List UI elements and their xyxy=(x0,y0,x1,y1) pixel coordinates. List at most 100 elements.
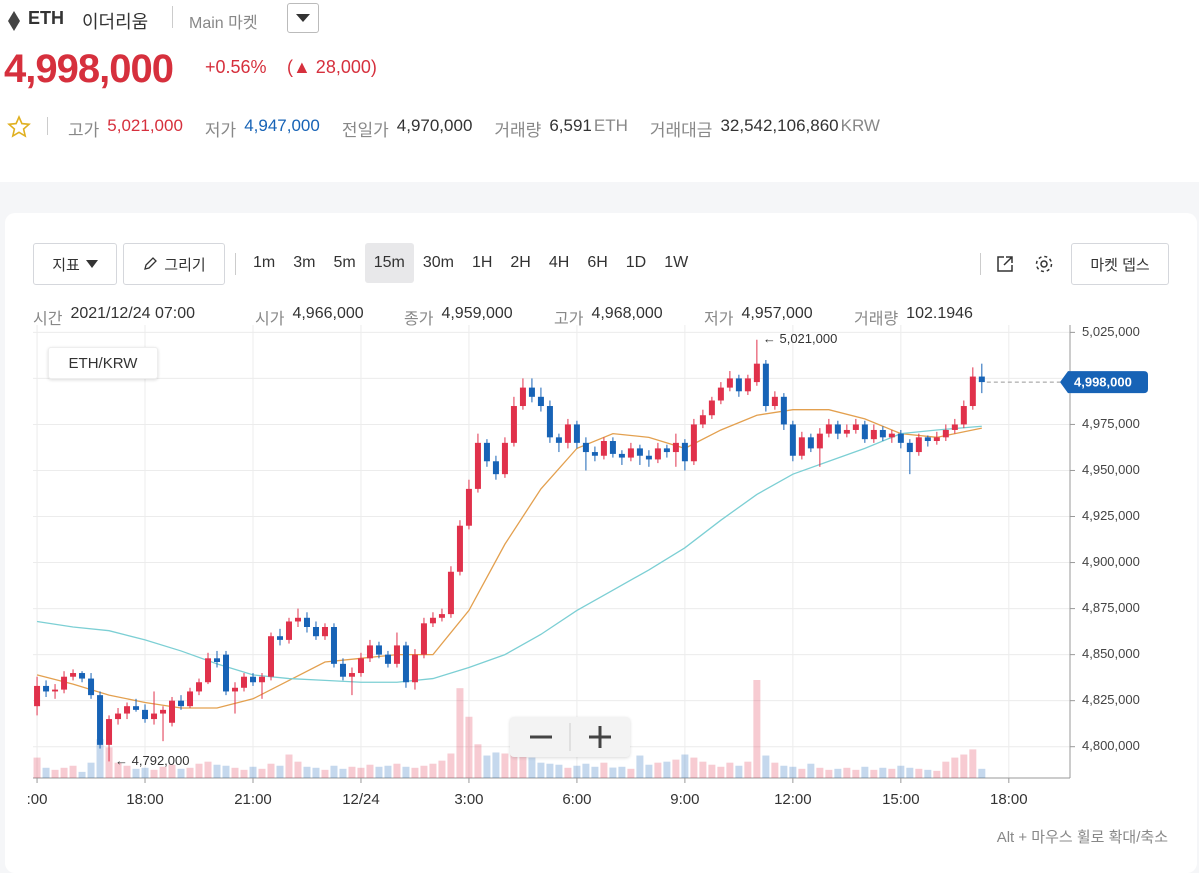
volume-bar xyxy=(969,749,977,778)
change-rate: +0.56% xyxy=(205,57,267,77)
zoom-in[interactable] xyxy=(589,726,611,748)
volume-bar xyxy=(213,764,221,778)
info-item: 시간 2021/12/24 07:00 xyxy=(33,305,195,329)
interval-button[interactable]: 3m xyxy=(293,254,316,271)
candle-body xyxy=(196,682,203,692)
change-amount: (▲ 28,000) xyxy=(287,57,377,77)
x-tick-label: 15:00 xyxy=(882,791,920,808)
indicator-button[interactable]: 지표 xyxy=(33,243,117,285)
stat: 거래량 6,591 ETH xyxy=(494,116,627,141)
stat-value: 4,970,000 xyxy=(396,116,473,135)
market-dropdown[interactable] xyxy=(287,3,319,33)
volume-bar xyxy=(294,761,302,778)
volume-bar xyxy=(564,767,572,778)
info-label: 고가 xyxy=(554,311,584,328)
volume-bar xyxy=(321,769,329,778)
candle-body xyxy=(537,396,544,407)
candle-body xyxy=(816,433,823,449)
candle-body xyxy=(438,614,445,618)
depth-button[interactable]: 마켓 뎁스 xyxy=(1071,243,1169,285)
volume-bar xyxy=(483,755,491,778)
interval-button[interactable]: 1W xyxy=(664,254,689,271)
candle-body xyxy=(897,433,904,443)
info-item: 종가 4,959,000 xyxy=(404,305,513,329)
volume-bar xyxy=(159,766,167,778)
favorite-star[interactable] xyxy=(7,115,31,139)
volume-bar xyxy=(978,768,986,778)
volume-bar xyxy=(618,766,626,778)
volume-bar xyxy=(375,766,383,778)
stat-label: 전일가 xyxy=(341,121,389,140)
volume-bar xyxy=(438,760,446,778)
volume-bar xyxy=(816,767,824,778)
stats-row: 고가 5,021,000 저가 4,947,000 전일가 4,970,000 거래량 6,5… xyxy=(68,116,880,141)
candle-body xyxy=(34,685,41,707)
separator xyxy=(172,6,173,28)
candle-body xyxy=(807,437,814,449)
interval-bar: 1m 3m 5m 15m 30m 1H 2H 4H 6H 1D 1W xyxy=(244,243,697,283)
draw-button[interactable]: 그리기 xyxy=(123,243,225,285)
info-value: 4,966,000 xyxy=(292,305,364,322)
x-tick-label: 12:00 xyxy=(774,791,812,808)
interval-button[interactable]: 5m xyxy=(333,254,356,271)
volume-bar xyxy=(681,754,689,778)
interval-button[interactable]: 15m xyxy=(364,243,414,283)
pencil-icon xyxy=(144,257,158,270)
candle-body xyxy=(519,387,526,407)
candle-body xyxy=(205,658,212,683)
interval-button[interactable]: 1H xyxy=(471,254,493,271)
candle-body xyxy=(744,378,751,392)
volume-bar xyxy=(699,761,707,778)
market-name: Main 마켓 xyxy=(189,15,258,32)
x-tick-label: 9:00 xyxy=(670,791,699,808)
volume-bar xyxy=(717,766,725,778)
stat-unit: KRW xyxy=(840,116,880,135)
volume-bar xyxy=(87,762,95,778)
candle-body xyxy=(501,442,508,475)
candle-body xyxy=(61,676,68,690)
candle-body xyxy=(870,429,877,440)
interval-button[interactable]: 1m xyxy=(253,254,276,271)
candle-body xyxy=(330,627,337,664)
interval-button[interactable]: 1D xyxy=(625,254,647,271)
interval-button[interactable]: 30m xyxy=(422,254,454,271)
stat-label: 고가 xyxy=(68,121,100,140)
candle-body xyxy=(780,396,787,425)
candle-body xyxy=(699,415,706,425)
candle-body xyxy=(232,687,239,692)
info-label: 종가 xyxy=(404,311,434,328)
eth-icon xyxy=(8,11,20,31)
y-tick-label: 4,925,000 xyxy=(1082,508,1140,523)
x-tick-label: 18:00 xyxy=(990,791,1028,808)
volume-bar xyxy=(96,739,104,778)
candle-body xyxy=(753,363,760,383)
candle-body xyxy=(169,700,176,723)
candle-body xyxy=(591,452,598,456)
candle-body xyxy=(951,424,958,430)
candle-body xyxy=(465,488,472,526)
volume-bar xyxy=(609,767,617,778)
candle-body xyxy=(142,709,149,720)
volume-bar xyxy=(888,768,896,778)
y-tick-label: 4,975,000 xyxy=(1082,416,1140,431)
stat-value: 6,591 ETH xyxy=(549,116,628,135)
candle-body xyxy=(393,645,400,664)
volume-bar xyxy=(690,757,698,778)
interval-button[interactable]: 6H xyxy=(587,254,608,271)
volume-bar xyxy=(366,764,374,778)
stat: 고가 5,021,000 xyxy=(68,116,183,141)
candle-body xyxy=(636,448,643,456)
volume-bar xyxy=(798,768,806,778)
popout-icon[interactable] xyxy=(995,254,1015,274)
candle-body xyxy=(825,424,832,434)
interval-button[interactable]: 2H xyxy=(510,254,531,271)
interval-button[interactable]: 4H xyxy=(548,254,570,271)
volume-bar xyxy=(573,765,581,778)
candle-body xyxy=(924,437,931,442)
volume-bar xyxy=(339,768,347,778)
y-tick-label: 4,950,000 xyxy=(1082,462,1140,477)
settings-icon[interactable] xyxy=(1034,254,1054,274)
candle-body xyxy=(627,448,634,458)
candle-body xyxy=(223,654,230,692)
candle-body xyxy=(618,453,625,458)
